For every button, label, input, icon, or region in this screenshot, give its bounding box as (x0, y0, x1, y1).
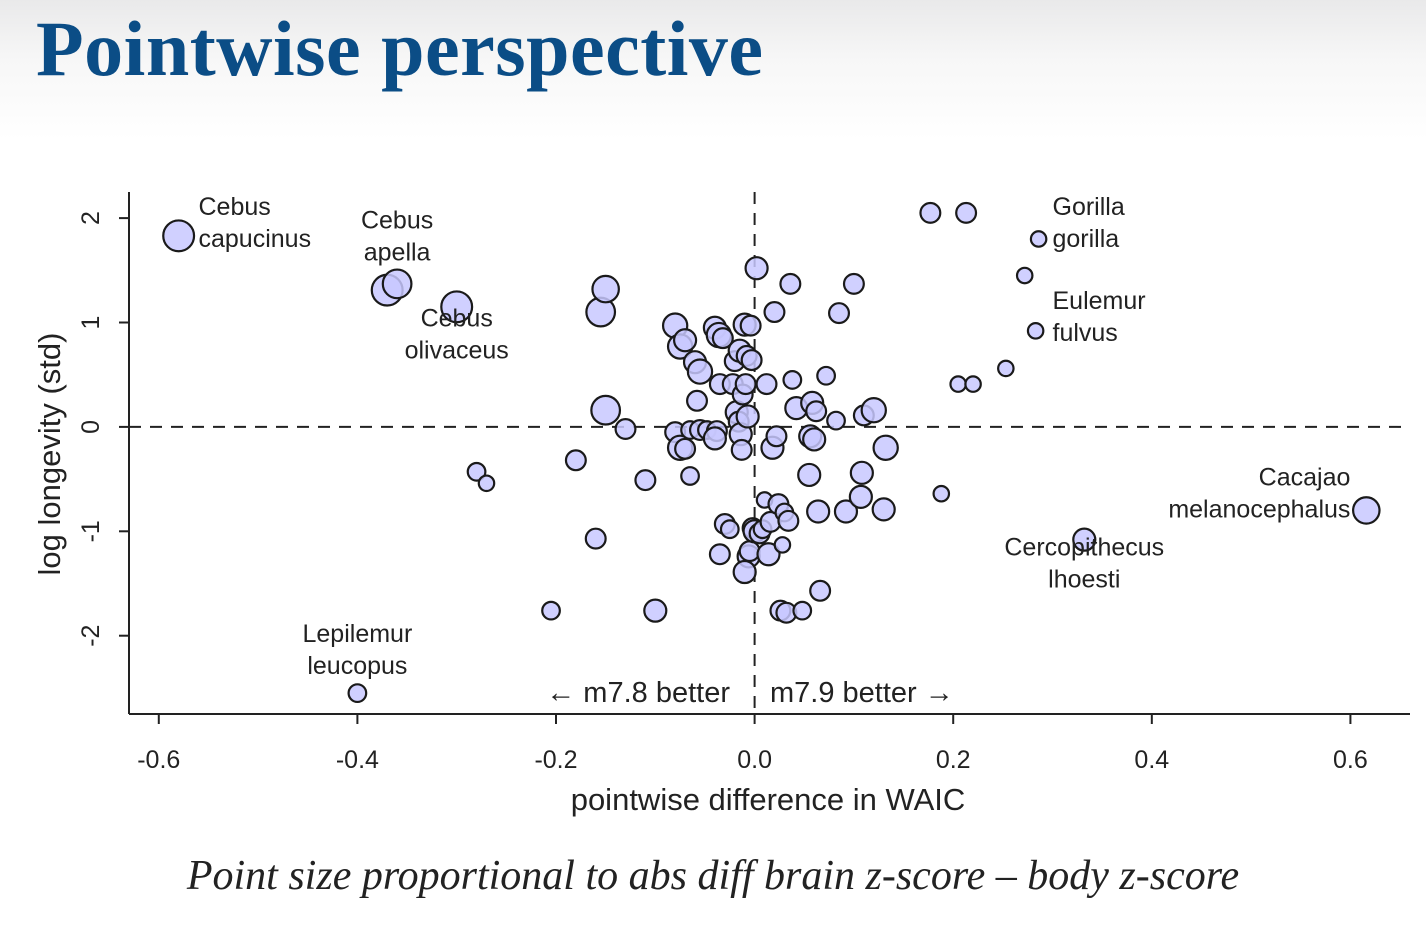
y-tick-label: 0 (77, 420, 105, 434)
data-point (734, 373, 757, 396)
data-point (541, 600, 561, 621)
data-point (1026, 322, 1045, 340)
data-point (782, 370, 803, 390)
data-point (848, 484, 873, 509)
slide-caption: Point size proportional to abs diff brai… (186, 853, 1240, 899)
y-axis-label: log longevity (std) (32, 333, 67, 576)
data-point (735, 404, 760, 429)
data-point (708, 543, 731, 566)
y-tick-label: -2 (77, 625, 105, 647)
data-point (672, 328, 698, 353)
data-point (919, 201, 942, 224)
data-point (1352, 496, 1381, 525)
species-annotation: Cebus capucinus (199, 193, 312, 253)
y-tick-label: -1 (77, 520, 105, 542)
data-point (162, 219, 196, 253)
data-point (755, 373, 778, 396)
y-tick-label: 1 (77, 316, 105, 330)
data-point (381, 268, 413, 300)
data-point (842, 272, 865, 295)
data-point (614, 417, 637, 440)
data-point (702, 426, 727, 451)
data-point (997, 359, 1015, 378)
x-tick-label: 0.4 (1134, 746, 1169, 774)
data-point (949, 375, 967, 393)
data-point (964, 375, 982, 393)
x-tick-label: -0.2 (534, 746, 577, 774)
data-point (347, 683, 368, 704)
data-point (732, 559, 757, 585)
x-tick-label: -0.6 (137, 746, 180, 774)
data-point (1072, 527, 1097, 552)
data-point (730, 438, 753, 461)
data-point (719, 519, 740, 540)
data-point (792, 600, 813, 621)
data-point (805, 400, 828, 423)
data-point (466, 461, 487, 482)
data-point (680, 466, 700, 486)
data-point (740, 349, 763, 372)
data-point (797, 462, 822, 488)
y-tick-label: 2 (77, 211, 105, 225)
data-point (564, 449, 587, 472)
data-point (826, 410, 846, 431)
data-point (634, 469, 657, 492)
x-axis-label: pointwise difference in WAIC (571, 782, 966, 817)
species-annotation: Eulemur fulvus (1053, 287, 1146, 347)
data-point (686, 358, 714, 385)
data-point (1029, 230, 1048, 248)
axes (128, 192, 1410, 715)
data-point (1015, 266, 1034, 285)
data-point (849, 460, 874, 485)
data-point (779, 272, 802, 295)
data-point (756, 542, 781, 567)
data-point (739, 314, 762, 337)
data-point (860, 396, 887, 424)
species-annotation: Cebus olivaceus (405, 305, 509, 365)
y-ticks: -2 -1 0 1 2 (77, 211, 129, 647)
data-point (590, 394, 622, 426)
data-point (816, 365, 837, 386)
region-label-left: ← m7.8 better (546, 677, 730, 709)
species-annotation: Lepilemur leucopus (303, 620, 413, 680)
data-point (955, 201, 978, 224)
region-label-right: m7.9 better → (770, 677, 954, 709)
data-point (711, 327, 734, 350)
data-point (584, 527, 607, 550)
scatter-plot: -0.6 -0.4 -0.2 0.0 0.2 0.4 0.6 -2 -1 0 1 2 Cebus ca… (32, 192, 1410, 817)
x-tick-label: 0.6 (1333, 746, 1368, 774)
data-point (872, 434, 899, 461)
data-point (591, 274, 620, 304)
data-point (833, 499, 859, 524)
data-point (738, 540, 761, 563)
data-point (643, 598, 668, 623)
data-point (686, 389, 709, 412)
x-tick-label: 0.2 (936, 746, 971, 774)
data-point (777, 509, 800, 532)
species-annotation: Cebus apella (361, 207, 433, 267)
species-annotation: Gorilla gorilla (1053, 193, 1125, 253)
slide-title: Pointwise perspective (36, 5, 764, 92)
data-point (809, 579, 832, 602)
data-point (871, 497, 896, 522)
data-point (773, 536, 792, 554)
data-point (802, 427, 827, 452)
data-point (744, 256, 769, 281)
x-tick-label: 0.0 (737, 746, 772, 774)
species-annotation: Cacajao melanocephalus (1168, 463, 1350, 523)
data-point (828, 302, 851, 325)
data-point (440, 290, 474, 324)
data-point (763, 301, 786, 324)
data-point (932, 484, 951, 503)
data-point (806, 499, 831, 524)
point-annotations: Cebus capucinus Cebus apella Cebus olivaceus L… (199, 193, 1351, 680)
data-point (477, 474, 496, 493)
data-points (162, 201, 1381, 704)
x-ticks: -0.6 -0.4 -0.2 0.0 0.2 0.4 0.6 (137, 714, 1368, 774)
x-tick-label: -0.4 (336, 746, 379, 774)
species-annotation: Cercopithecus lhoesti (1004, 533, 1164, 593)
data-point (674, 437, 697, 460)
data-point (765, 425, 788, 448)
